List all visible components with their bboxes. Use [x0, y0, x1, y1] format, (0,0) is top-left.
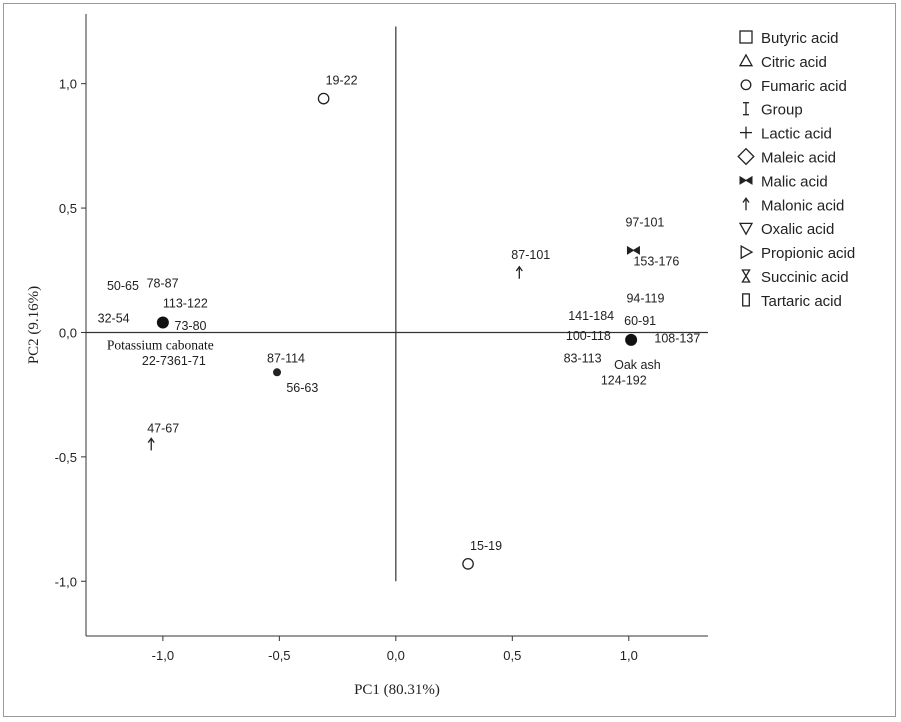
- data-point: [273, 368, 282, 377]
- y-tick-label: -1,0: [55, 574, 77, 589]
- x-tick-label: 1,0: [620, 648, 638, 663]
- annotation-label: 22-7361-71: [142, 354, 206, 368]
- legend-item-label: Malic acid: [761, 173, 828, 190]
- data-point-label: 97-101: [625, 215, 664, 229]
- legend-item-label: Group: [761, 102, 803, 119]
- y-tick-label: 0,0: [59, 325, 77, 340]
- data-point-label: 87-101: [511, 248, 550, 262]
- data-point-label: 87-114: [267, 351, 305, 365]
- annotation-label: 100-118: [566, 329, 611, 343]
- annotation-label: 124-192: [601, 374, 647, 388]
- legend-item-label: Oxalic acid: [761, 221, 834, 238]
- data-point: [626, 245, 640, 255]
- annotation-label: 108-137: [654, 331, 700, 345]
- annotation-label: 56-63: [286, 381, 318, 395]
- legend-item-label: Malonic acid: [761, 197, 844, 214]
- legend-marker: [737, 147, 755, 166]
- legend-marker: [738, 222, 754, 236]
- annotation-label: 78-87: [147, 277, 179, 291]
- x-tick-label: -0,5: [268, 648, 290, 663]
- legend-marker: [739, 175, 753, 185]
- legend-marker: [738, 53, 754, 67]
- y-tick-label: 0,5: [59, 201, 77, 216]
- data-point: [515, 265, 523, 279]
- legend-marker: [740, 244, 754, 260]
- legend-marker: [740, 126, 752, 139]
- annotation-label: 153-176: [633, 254, 679, 268]
- legend-marker: [742, 293, 750, 307]
- data-point: [317, 92, 330, 105]
- x-tick-label: 0,0: [387, 648, 405, 663]
- legend-item-label: Tartaric acid: [761, 293, 842, 310]
- legend-item-label: Fumaric acid: [761, 78, 847, 95]
- legend-item-label: Citric acid: [761, 54, 827, 71]
- annotation-label: 60-91: [624, 314, 656, 328]
- legend-item-label: Propionic acid: [761, 245, 855, 262]
- data-point-label: Oak ash: [614, 358, 661, 372]
- x-tick-label: -1,0: [152, 648, 174, 663]
- legend-marker: [742, 197, 750, 211]
- legend-item-label: Maleic acid: [761, 150, 836, 167]
- y-tick-label: 1,0: [59, 77, 77, 92]
- legend-item-label: Lactic acid: [761, 126, 832, 143]
- chart-frame: [3, 3, 896, 717]
- annotation-label: 141-184: [568, 309, 614, 323]
- annotation-label: 73-80: [175, 319, 207, 333]
- annotation-label: 94-119: [626, 292, 664, 306]
- legend-item-label: Succinic acid: [761, 269, 849, 286]
- x-tick-label: 0,5: [503, 648, 521, 663]
- y-axis-title: PC2 (9.16%): [26, 286, 42, 364]
- legend-marker: [740, 79, 752, 91]
- data-point: [625, 333, 638, 346]
- annotation-label: 113-122: [163, 297, 208, 311]
- data-point: [462, 557, 474, 570]
- data-point: [147, 437, 155, 451]
- data-point-label: 15-19: [470, 539, 502, 553]
- data-point-label: 47-67: [147, 421, 179, 435]
- y-tick-label: -0,5: [55, 450, 77, 465]
- annotation-label: 50-65: [107, 279, 139, 293]
- data-point-label: Potassium cabonate: [107, 338, 214, 353]
- data-point: [156, 316, 169, 329]
- legend-item-label: Butyric acid: [761, 30, 839, 47]
- legend-marker: [741, 269, 751, 283]
- data-point-label: 19-22: [326, 74, 358, 88]
- legend-marker: [739, 30, 753, 44]
- legend-marker: [743, 102, 749, 116]
- annotation-label: 32-54: [98, 312, 130, 326]
- annotation-label: 83-113: [564, 351, 602, 365]
- x-axis-title: PC1 (80.31%): [354, 682, 440, 698]
